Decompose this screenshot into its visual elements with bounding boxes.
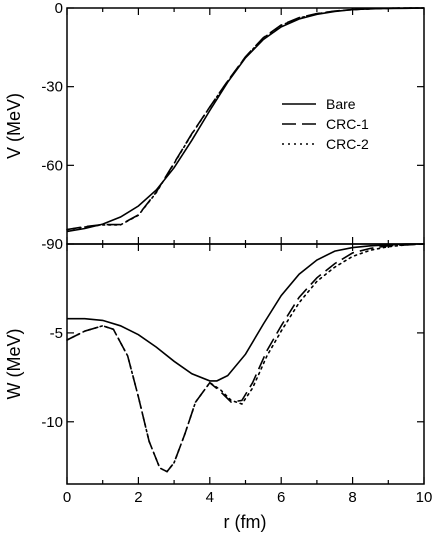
top-y-tick-label: -60 [41,157,63,174]
x-axis-label: r (fm) [224,512,267,532]
bottom-y-tick-label: -10 [41,414,63,431]
top-y-axis-label: V (MeV) [4,93,24,159]
bottom-y-tick-label: -5 [50,325,63,342]
bottom-panel-frame [66,243,425,485]
legend: Bare CRC-1 CRC-2 [282,96,369,152]
top-series-crc-2 [66,7,425,231]
x-tick-label: 4 [206,489,214,506]
bottom-series-crc-2 [66,243,425,473]
top-y-tick-label: -90 [41,236,63,253]
bottom-y-axis-label: W (MeV) [4,329,24,400]
x-tick-label: 6 [277,489,285,506]
x-tick-label: 10 [416,489,433,506]
top-series-crc-1 [66,7,424,231]
top-panel-frame [66,7,425,245]
top-series-bare [66,7,425,233]
top-y-tick-label: 0 [55,0,63,17]
top-panel-real-potential: 0 -30 -60 -90 Bare CRC-1 CRC-2 V (MeV) [4,0,425,253]
x-tick-label: 2 [134,489,142,506]
x-tick-label: 8 [348,489,356,506]
legend-label-crc-2: CRC-2 [326,136,369,152]
x-tick-label: 0 [63,489,71,506]
legend-label-crc-1: CRC-1 [326,116,369,132]
top-y-tick-label: -30 [41,79,63,96]
bottom-series-crc-1 [66,243,425,473]
bottom-panel-imaginary-potential: 0 2 4 6 8 10 -5 -10 W (MeV) r (fm) [4,243,433,532]
bottom-series-bare [67,243,424,382]
legend-label-bare: Bare [326,96,356,112]
